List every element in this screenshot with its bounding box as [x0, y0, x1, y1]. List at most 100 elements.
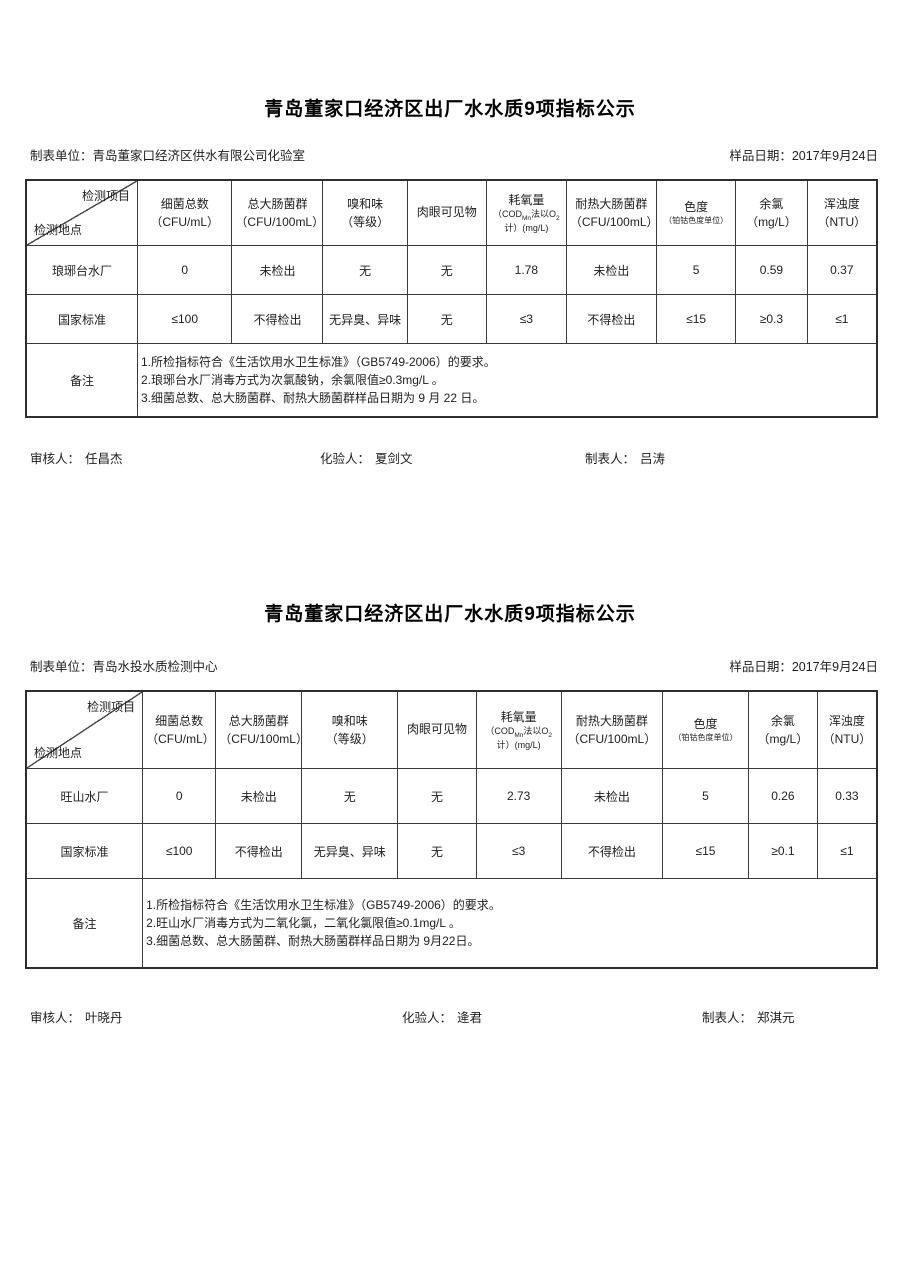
- remark-label: 备注: [25, 343, 138, 418]
- cell-value: 0.33: [816, 768, 878, 824]
- cell-value: ≤15: [656, 294, 737, 344]
- cell-value: ≤15: [661, 823, 749, 879]
- maker-unit-value: 青岛董家口经济区供水有限公司化验室: [92, 149, 306, 163]
- maker-unit: 制表单位：青岛董家口经济区供水有限公司化验室: [30, 145, 305, 164]
- cell-value: 无: [406, 245, 487, 295]
- cell-value: ≤3: [485, 294, 567, 344]
- col-header-odor: 嗅和味 （等级）: [301, 690, 399, 769]
- cell-value: ≤1: [816, 823, 878, 879]
- cell-value: 0: [142, 768, 217, 824]
- cell-value: 0.59: [735, 245, 808, 295]
- col-header-total-coliform: 总大肠菌群 （CFU/100mL）: [231, 179, 324, 246]
- page-title: 青岛董家口经济区出厂水水质9项指标公示: [264, 604, 636, 625]
- col-header-turbidity: 浑浊度 （NTU）: [806, 179, 878, 246]
- diagonal-header-cell: 检测项目 检测地点: [25, 179, 138, 246]
- cell-value: ≥0.3: [735, 294, 808, 344]
- cell-value: ≤1: [806, 294, 878, 344]
- sample-date-value: 2017年9月24日: [791, 660, 878, 674]
- meta-row: 制表单位：青岛董家口经济区供水有限公司化验室 样品日期：2017年9月24日: [0, 145, 900, 164]
- cell-value: ≤100: [136, 294, 233, 344]
- sample-date-label: 样品日期：: [729, 149, 792, 163]
- remark-line: 1.所检指标符合《生活饮用水卫生标准》（GB5749-2006）的要求。: [146, 898, 501, 912]
- sample-date-label: 样品日期：: [729, 660, 792, 674]
- cell-value: 无异臭、异味: [322, 294, 408, 344]
- maker-unit: 制表单位：青岛水投水质检测中心: [30, 656, 218, 675]
- col-header-residual-chlorine: 余氯 （mg/L）: [735, 179, 808, 246]
- site-name: 琅琊台水厂: [25, 245, 138, 295]
- col-header-bacteria: 细菌总数 （CFU/mL）: [136, 179, 233, 246]
- cell-value: 不得检出: [215, 823, 303, 879]
- site-name: 国家标准: [25, 823, 144, 879]
- cell-value: 2.73: [475, 768, 562, 824]
- reviewer: 审核人： 任昌杰: [30, 452, 123, 466]
- diagonal-label-items: 检测项目: [81, 189, 130, 203]
- cell-value: 0.37: [806, 245, 878, 295]
- remark-label: 备注: [25, 878, 144, 969]
- col-header-chroma: 色度 （铂钴色度单位）: [656, 179, 737, 246]
- col-header-odor: 嗅和味 （等级）: [322, 179, 408, 246]
- col-header-heat-resistant-coliform: 耐热大肠菌群 （CFU/100mL）: [565, 179, 658, 246]
- cell-value: 不得检出: [560, 823, 663, 879]
- cell-value: 未检出: [565, 245, 658, 295]
- remark-line: 1.所检指标符合《生活饮用水卫生标准》（GB5749-2006）的要求。: [140, 355, 496, 369]
- cell-value: 5: [661, 768, 749, 824]
- reviewer: 审核人： 叶晓丹: [30, 1011, 123, 1025]
- remark-body: 1.所检指标符合《生活饮用水卫生标准》（GB5749-2006）的要求。 2.琅…: [136, 343, 878, 418]
- diagonal-label-site: 检测地点: [34, 746, 83, 760]
- cell-value: 未检出: [560, 768, 663, 824]
- sample-date: 样品日期：2017年9月24日: [729, 656, 878, 675]
- signature-row: 审核人： 任昌杰 化验人： 夏剑文 制表人： 吕涛: [30, 448, 900, 466]
- cell-value: 无: [397, 768, 477, 824]
- cell-value: 未检出: [215, 768, 303, 824]
- col-header-total-coliform: 总大肠菌群 （CFU/100mL）: [215, 690, 303, 769]
- report-section-langyatai: 青岛董家口经济区出厂水水质9项指标公示 制表单位：青岛董家口经济区供水有限公司化…: [0, 94, 900, 466]
- cell-value: 无: [322, 245, 408, 295]
- report-section-wangshan: 青岛董家口经济区出厂水水质9项指标公示 制表单位：青岛水投水质检测中心 样品日期…: [0, 599, 900, 1025]
- diagonal-label-site: 检测地点: [34, 223, 83, 237]
- tabulator: 制表人： 吕涛: [585, 452, 666, 466]
- col-header-chroma: 色度 （铂钴色度单位）: [661, 690, 749, 769]
- signature-row: 审核人： 叶晓丹 化验人： 逄君 制表人： 郑淇元: [30, 1007, 900, 1025]
- col-header-oxygen-consumption: 耗氧量 （CODMn法以O2计）(mg/L): [485, 179, 567, 246]
- maker-unit-value: 青岛水投水质检测中心: [92, 660, 218, 674]
- cell-value: 无: [397, 823, 477, 879]
- cell-value: 无: [406, 294, 487, 344]
- cell-value: 未检出: [231, 245, 324, 295]
- sample-date-value: 2017年9月24日: [791, 149, 878, 163]
- tabulator: 制表人： 郑淇元: [702, 1011, 795, 1025]
- col-header-turbidity: 浑浊度 （NTU）: [816, 690, 878, 769]
- diagonal-label-items: 检测项目: [87, 700, 136, 714]
- site-name: 旺山水厂: [25, 768, 144, 824]
- cell-value: ≥0.1: [747, 823, 818, 879]
- table-row-standard: 国家标准 ≤100 不得检出 无异臭、异味 无 ≤3 不得检出 ≤15 ≥0.1…: [25, 823, 878, 879]
- cell-value: ≤3: [475, 823, 562, 879]
- header-row: 检测项目 检测地点 细菌总数 （CFU/mL） 总大肠菌群 （CFU/100mL…: [25, 179, 878, 246]
- col-header-oxygen-consumption: 耗氧量 （CODMn法以O2计）(mg/L): [475, 690, 562, 769]
- cell-value: 5: [656, 245, 737, 295]
- water-quality-table: 检测项目 检测地点 细菌总数 （CFU/mL） 总大肠菌群 （CFU/100mL…: [25, 690, 878, 969]
- cell-value: 1.78: [485, 245, 567, 295]
- remark-line: 3.细菌总数、总大肠菌群、耐热大肠菌群样品日期为 9 月 22 日。: [140, 391, 485, 405]
- col-header-visible-matter: 肉眼可见物: [406, 179, 487, 246]
- table-row-plant: 旺山水厂 0 未检出 无 无 2.73 未检出 5 0.26 0.33: [25, 768, 878, 824]
- remark-body: 1.所检指标符合《生活饮用水卫生标准》（GB5749-2006）的要求。 2.旺…: [142, 878, 878, 969]
- cell-value: 0.26: [747, 768, 818, 824]
- tester: 化验人： 逄君: [402, 1011, 483, 1025]
- table-row-standard: 国家标准 ≤100 不得检出 无异臭、异味 无 ≤3 不得检出 ≤15 ≥0.3…: [25, 294, 878, 344]
- col-header-bacteria: 细菌总数 （CFU/mL）: [142, 690, 217, 769]
- water-quality-table: 检测项目 检测地点 细菌总数 （CFU/mL） 总大肠菌群 （CFU/100mL…: [25, 179, 878, 418]
- diagonal-header-cell: 检测项目 检测地点: [25, 690, 144, 769]
- remark-row: 备注 1.所检指标符合《生活饮用水卫生标准》（GB5749-2006）的要求。 …: [25, 343, 878, 418]
- tester: 化验人： 夏剑文: [320, 452, 413, 466]
- col-header-residual-chlorine: 余氯 （mg/L）: [747, 690, 818, 769]
- cell-value: 无: [301, 768, 399, 824]
- cell-value: 0: [136, 245, 233, 295]
- maker-unit-label: 制表单位：: [30, 660, 93, 674]
- cell-value: 不得检出: [565, 294, 658, 344]
- site-name: 国家标准: [25, 294, 138, 344]
- document-sheet: 青岛董家口经济区出厂水水质9项指标公示 制表单位：青岛董家口经济区供水有限公司化…: [0, 94, 900, 1025]
- page-title: 青岛董家口经济区出厂水水质9项指标公示: [264, 99, 636, 120]
- remark-row: 备注 1.所检指标符合《生活饮用水卫生标准》（GB5749-2006）的要求。 …: [25, 878, 878, 969]
- maker-unit-label: 制表单位：: [30, 149, 93, 163]
- table-row-plant: 琅琊台水厂 0 未检出 无 无 1.78 未检出 5 0.59 0.37: [25, 245, 878, 295]
